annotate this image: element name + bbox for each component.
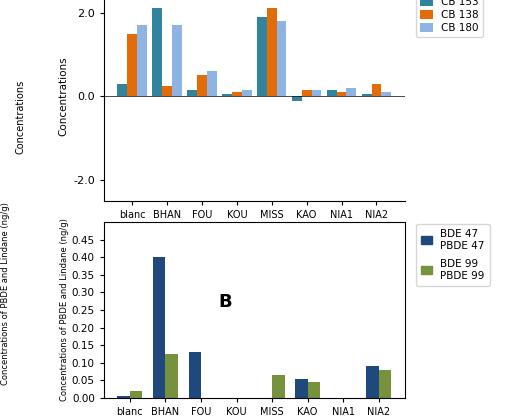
Bar <box>379 370 391 398</box>
X-axis label: Sampling site: Sampling site <box>212 237 297 247</box>
Bar <box>337 92 347 96</box>
Bar <box>117 84 127 96</box>
Bar <box>347 88 356 96</box>
Bar <box>207 71 216 96</box>
Bar <box>153 8 162 96</box>
Bar <box>366 366 379 398</box>
Bar <box>277 21 286 96</box>
Bar <box>272 375 284 398</box>
Y-axis label: Concentrations: Concentrations <box>59 57 69 136</box>
Bar <box>302 90 311 96</box>
Text: B: B <box>218 292 232 310</box>
Bar <box>292 96 302 101</box>
Bar <box>137 25 147 96</box>
Y-axis label: Concentrations of PBDE and Lindane (ng/g): Concentrations of PBDE and Lindane (ng/g… <box>60 219 69 401</box>
Bar <box>372 84 381 96</box>
Bar <box>162 86 172 96</box>
Bar <box>153 257 166 398</box>
Legend: CB 153, CB 138, CB 180: CB 153, CB 138, CB 180 <box>416 0 483 37</box>
Bar <box>267 8 277 96</box>
Text: Concentrations of PBDE and Lindane (ng/g): Concentrations of PBDE and Lindane (ng/g… <box>1 202 10 385</box>
Bar <box>117 396 130 398</box>
Bar <box>188 352 201 398</box>
Bar <box>295 379 308 398</box>
Bar <box>311 90 321 96</box>
Legend: BDE 47
PBDE 47, BDE 99
PBDE 99: BDE 47 PBDE 47, BDE 99 PBDE 99 <box>416 224 489 286</box>
Bar <box>362 94 372 96</box>
Bar <box>130 391 142 398</box>
Bar <box>197 75 207 96</box>
Bar <box>242 90 252 96</box>
Bar <box>166 354 178 398</box>
Text: Concentrations: Concentrations <box>16 80 26 155</box>
Bar <box>187 90 197 96</box>
Bar <box>327 90 337 96</box>
Bar <box>257 17 267 96</box>
Bar <box>172 25 182 96</box>
Bar <box>232 92 242 96</box>
Bar <box>222 94 232 96</box>
Bar <box>381 92 391 96</box>
Bar <box>127 34 137 96</box>
Bar <box>308 382 320 398</box>
